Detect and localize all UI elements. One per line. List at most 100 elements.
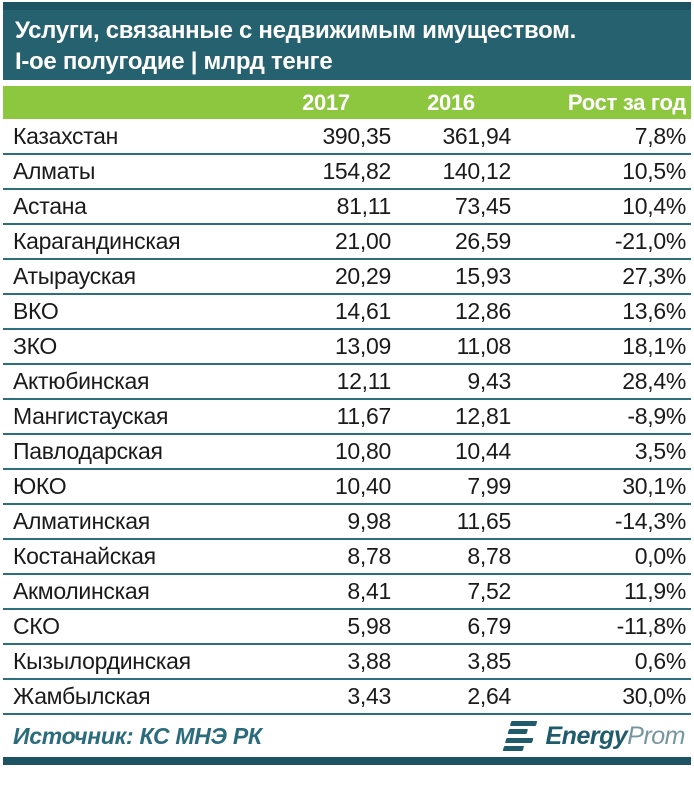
table-row: Кызылординская 3,88 3,85 0,6%	[3, 644, 691, 680]
value-2017-cell: 9,98	[261, 504, 391, 540]
footer: Источник: КС МНЭ РК EnergyProm	[3, 715, 691, 757]
column-header-region	[3, 86, 261, 119]
value-2017-cell: 5,98	[261, 609, 391, 645]
value-2016-cell: 73,45	[391, 189, 511, 225]
growth-cell: 0,0%	[511, 539, 691, 575]
region-cell: Казахстан	[3, 119, 261, 155]
region-cell: Акмолинская	[3, 574, 261, 610]
value-2016-cell: 7,52	[391, 574, 511, 610]
value-2017-cell: 3,43	[261, 679, 391, 715]
table-row: Астана 81,11 73,45 10,4%	[3, 189, 691, 225]
value-2016-cell: 12,81	[391, 399, 511, 435]
growth-cell: 0,6%	[511, 644, 691, 680]
region-cell: ЗКО	[3, 329, 261, 365]
region-cell: Кызылординская	[3, 644, 261, 680]
column-header-row: 2017 2016 Рост за год	[3, 86, 691, 119]
growth-cell: -11,8%	[511, 609, 691, 645]
table-row: Казахстан 390,35 361,94 7,8%	[3, 119, 691, 155]
table-row: Алматы 154,82 140,12 10,5%	[3, 154, 691, 190]
table-row: Костанайская 8,78 8,78 0,0%	[3, 539, 691, 575]
region-cell: ЮКО	[3, 469, 261, 505]
value-2016-cell: 15,93	[391, 259, 511, 295]
growth-cell: 10,4%	[511, 189, 691, 225]
growth-cell: 10,5%	[511, 154, 691, 190]
value-2017-cell: 81,11	[261, 189, 391, 225]
value-2016-cell: 3,85	[391, 644, 511, 680]
growth-cell: 27,3%	[511, 259, 691, 295]
growth-cell: 13,6%	[511, 294, 691, 330]
growth-cell: 11,9%	[511, 574, 691, 610]
logo-text-prom: Prom	[627, 721, 685, 750]
table-row: Акмолинская 8,41 7,52 11,9%	[3, 574, 691, 610]
value-2016-cell: 7,99	[391, 469, 511, 505]
table-row: ЮКО 10,40 7,99 30,1%	[3, 469, 691, 505]
region-cell: Алматы	[3, 154, 261, 190]
region-cell: Павлодарская	[3, 434, 261, 470]
table-row: Актюбинская 12,11 9,43 28,4%	[3, 364, 691, 400]
page-title: Услуги, связанные с недвижимым имущество…	[15, 17, 576, 44]
value-2016-cell: 361,94	[391, 119, 511, 155]
growth-cell: -8,9%	[511, 399, 691, 435]
title-block: Услуги, связанные с недвижимым имущество…	[3, 10, 691, 80]
value-2017-cell: 14,61	[261, 294, 391, 330]
energyprom-logo-text: EnergyProm	[546, 722, 686, 751]
value-2017-cell: 154,82	[261, 154, 391, 190]
value-2017-cell: 10,80	[261, 434, 391, 470]
table-row: Атырауская 20,29 15,93 27,3%	[3, 259, 691, 295]
table-row: СКО 5,98 6,79 -11,8%	[3, 609, 691, 645]
energyprom-logo-icon	[502, 721, 543, 751]
growth-cell: 18,1%	[511, 329, 691, 365]
value-2016-cell: 26,59	[391, 224, 511, 260]
value-2017-cell: 10,40	[261, 469, 391, 505]
column-header-2017: 2017	[261, 86, 391, 119]
growth-cell: 7,8%	[511, 119, 691, 155]
table-row: ВКО 14,61 12,86 13,6%	[3, 294, 691, 330]
region-cell: ВКО	[3, 294, 261, 330]
top-divider-bar	[3, 2, 691, 10]
logo-stripe	[509, 721, 537, 726]
logo-stripe	[504, 737, 534, 743]
page-subtitle: I-ое полугодие | млрд тенге	[15, 48, 333, 75]
growth-cell: 30,0%	[511, 679, 691, 715]
column-header-growth: Рост за год	[511, 86, 691, 119]
table-row: Алматинская 9,98 11,65 -14,3%	[3, 504, 691, 540]
growth-cell: -14,3%	[511, 504, 691, 540]
growth-cell: 30,1%	[511, 469, 691, 505]
growth-cell: 28,4%	[511, 364, 691, 400]
region-cell: Алматинская	[3, 504, 261, 540]
value-2017-cell: 13,09	[261, 329, 391, 365]
value-2016-cell: 12,86	[391, 294, 511, 330]
region-cell: Карагандинская	[3, 224, 261, 260]
value-2017-cell: 21,00	[261, 224, 391, 260]
growth-cell: -21,0%	[511, 224, 691, 260]
logo-stripe	[506, 729, 528, 735]
value-2017-cell: 11,67	[261, 399, 391, 435]
value-2017-cell: 8,78	[261, 539, 391, 575]
value-2016-cell: 8,78	[391, 539, 511, 575]
value-2016-cell: 9,43	[391, 364, 511, 400]
value-2016-cell: 2,64	[391, 679, 511, 715]
region-cell: Атырауская	[3, 259, 261, 295]
value-2017-cell: 390,35	[261, 119, 391, 155]
region-cell: Астана	[3, 189, 261, 225]
region-cell: СКО	[3, 609, 261, 645]
value-2016-cell: 10,44	[391, 434, 511, 470]
value-2017-cell: 12,11	[261, 364, 391, 400]
table-body: Казахстан 390,35 361,94 7,8% Алматы 154,82 140…	[3, 119, 691, 715]
table-row: ЗКО 13,09 11,08 18,1%	[3, 329, 691, 365]
column-header-2016: 2016	[391, 86, 511, 119]
table-row: Павлодарская 10,80 10,44 3,5%	[3, 434, 691, 470]
value-2016-cell: 140,12	[391, 154, 511, 190]
region-cell: Актюбинская	[3, 364, 261, 400]
logo-stripe	[502, 745, 524, 751]
value-2016-cell: 6,79	[391, 609, 511, 645]
value-2017-cell: 3,88	[261, 644, 391, 680]
region-cell: Мангистауская	[3, 399, 261, 435]
energyprom-logo: EnergyProm	[502, 721, 686, 751]
source-note: Источник: КС МНЭ РК	[13, 722, 262, 749]
logo-text-energy: Energy	[545, 721, 628, 750]
table-row: Мангистауская 11,67 12,81 -8,9%	[3, 399, 691, 435]
table-row: Карагандинская 21,00 26,59 -21,0%	[3, 224, 691, 260]
value-2017-cell: 20,29	[261, 259, 391, 295]
